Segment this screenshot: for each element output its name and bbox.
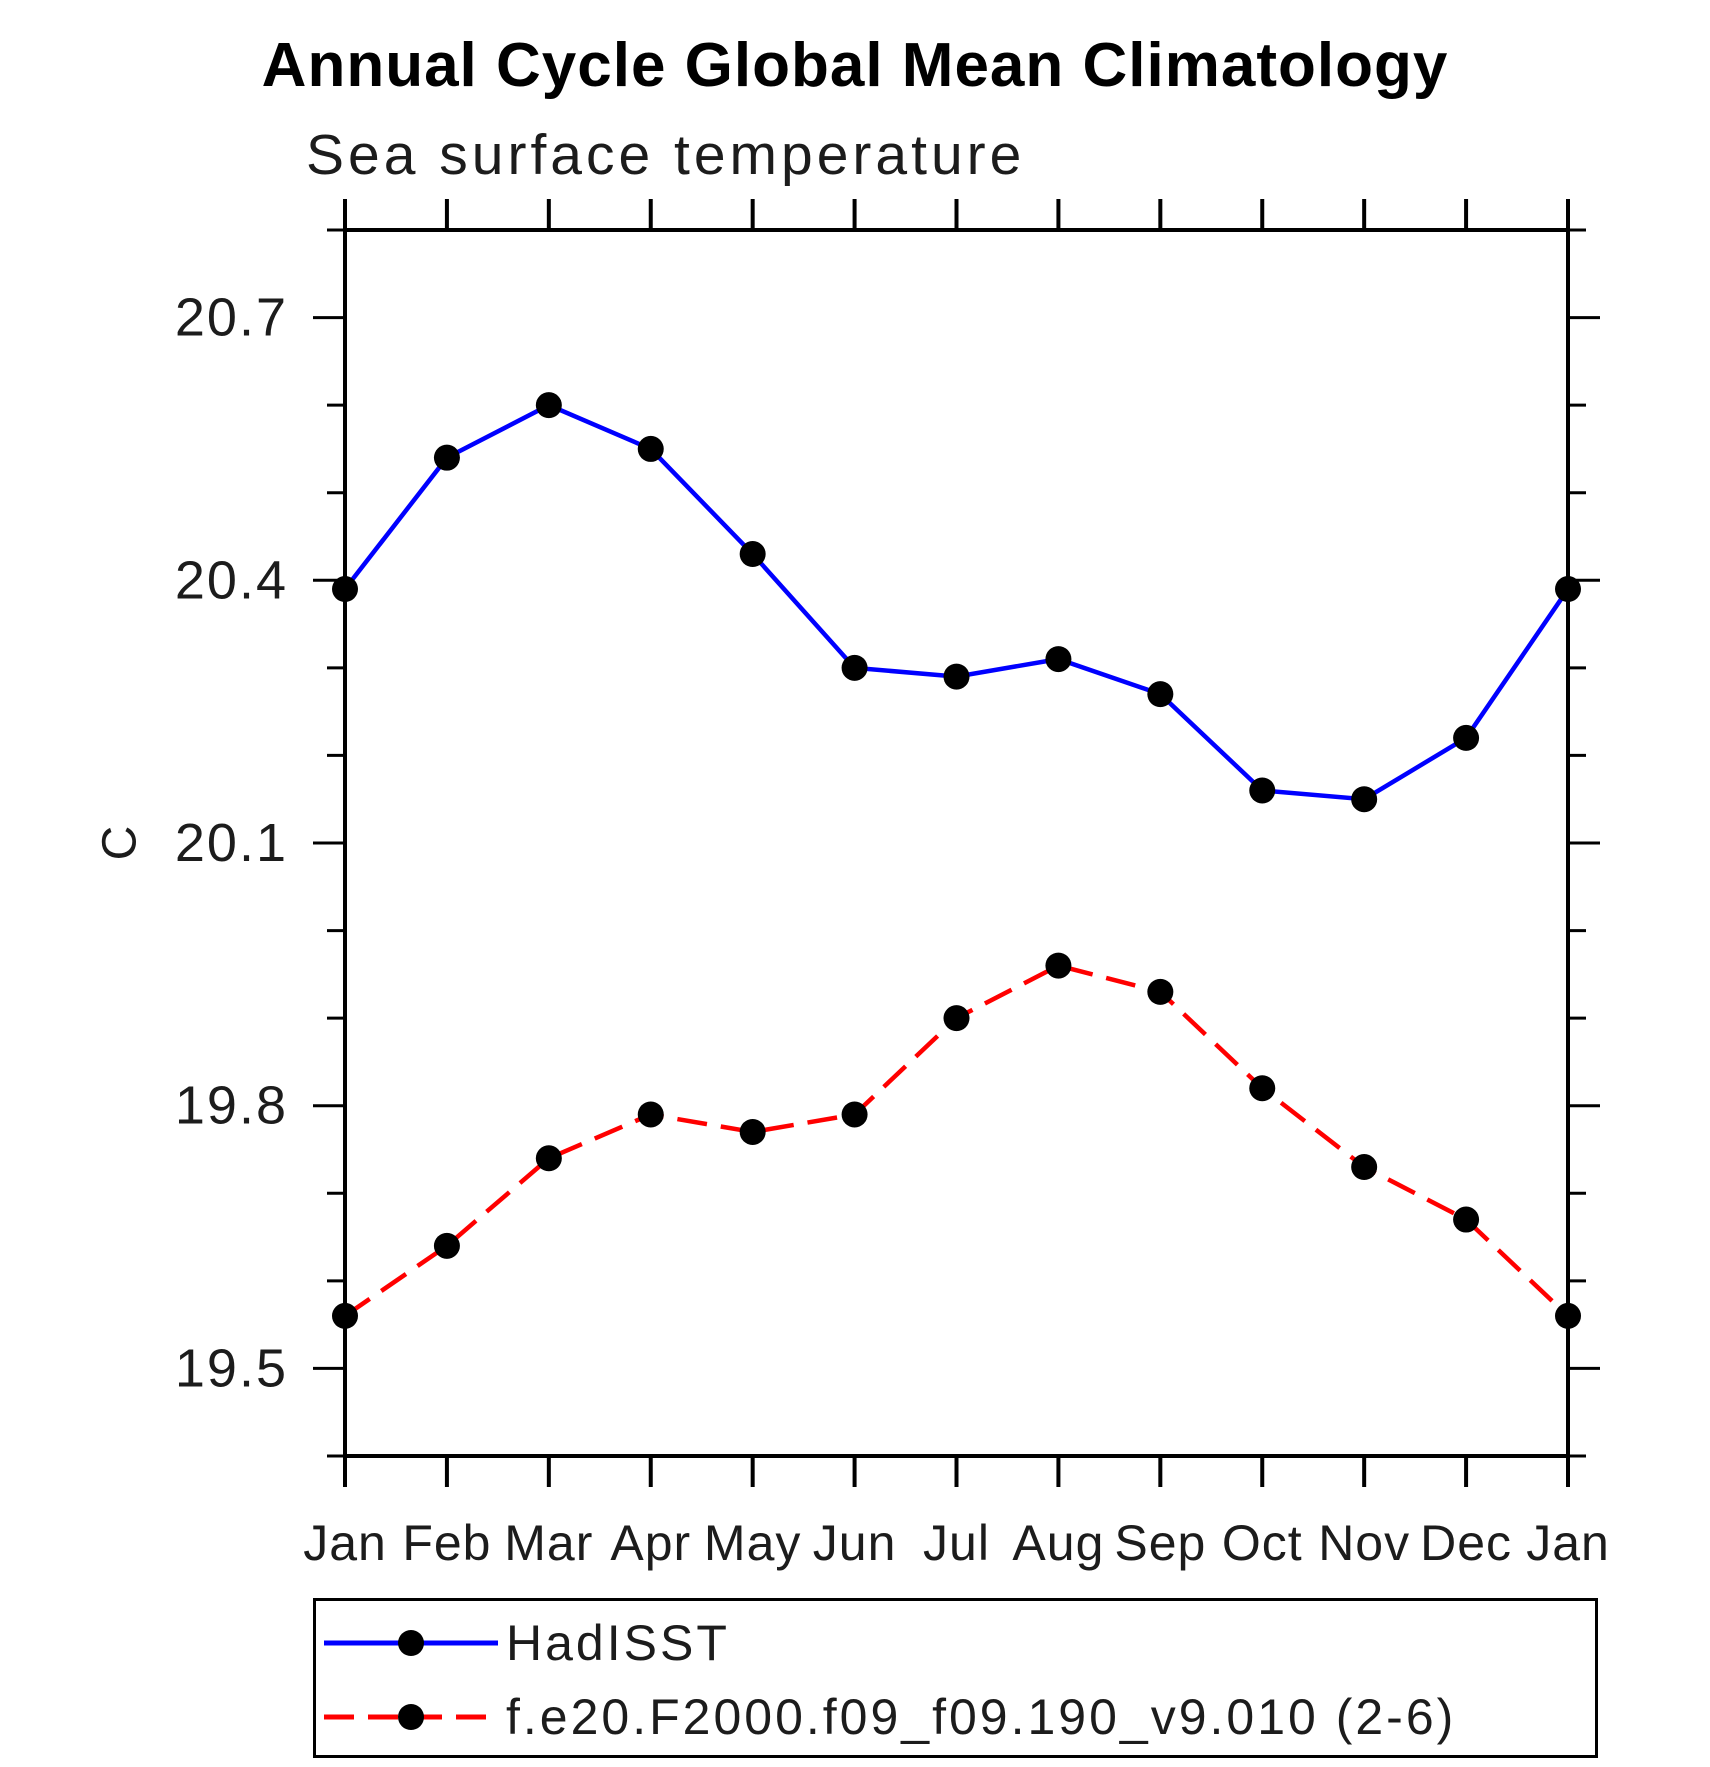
x-tick-label: Nov <box>1318 1515 1410 1571</box>
chart-subtitle: Sea surface temperature <box>306 123 1026 187</box>
data-point-marker <box>1147 978 1174 1005</box>
data-point-marker <box>1555 1302 1581 1329</box>
data-point-marker <box>739 541 766 568</box>
x-tick-label: Feb <box>402 1515 491 1571</box>
data-point-marker <box>535 1145 562 1172</box>
data-point-marker <box>1249 1075 1276 1102</box>
data-point-marker <box>433 1232 460 1259</box>
y-axis-label: C <box>94 826 147 861</box>
data-point-marker <box>739 1118 766 1145</box>
data-point-marker <box>943 1005 970 1032</box>
legend-item-model: f.e20.F2000.f09_f09.190_v9.010 (2-6) <box>320 1689 1457 1745</box>
series-line-0 <box>343 402 1570 802</box>
y-tick-label: 20.7 <box>175 288 288 348</box>
data-point-marker <box>1045 952 1072 979</box>
legend-marker-dot <box>398 1704 424 1730</box>
y-tick-label: 20.1 <box>175 813 288 873</box>
x-tick-label: Jun <box>813 1515 897 1571</box>
x-tick-label: Sep <box>1114 1515 1206 1571</box>
x-tick-label: Jan <box>303 1515 387 1571</box>
legend-swatch-solid-line <box>324 1630 498 1656</box>
data-point-marker <box>943 663 970 690</box>
y-tick-label: 19.5 <box>175 1338 288 1398</box>
x-tick-label: Mar <box>504 1515 593 1571</box>
x-tick-label: Jan <box>1526 1515 1610 1571</box>
data-point-marker <box>1351 1154 1378 1181</box>
data-point-marker <box>841 654 868 681</box>
data-point-marker <box>433 444 460 471</box>
data-point-marker <box>637 435 664 462</box>
data-point-marker <box>1249 777 1276 804</box>
data-point-marker <box>332 576 358 603</box>
data-point-marker <box>1147 681 1174 708</box>
data-point-marker <box>1045 646 1072 673</box>
legend-swatch-dashed-line <box>324 1704 498 1730</box>
legend: HadISST f.e20.F2000.f09_f09.190_v9.010 (… <box>313 1598 1598 1758</box>
x-tick-label: Dec <box>1420 1515 1512 1571</box>
data-point-marker <box>1453 1206 1480 1233</box>
x-tick-label: Jul <box>923 1515 990 1571</box>
x-tick-label: Apr <box>610 1515 691 1571</box>
data-point-marker <box>1351 786 1378 813</box>
data-point-marker <box>841 1101 868 1128</box>
legend-item-hadisst: HadISST <box>320 1615 730 1671</box>
y-tick-label: 19.8 <box>175 1076 288 1136</box>
data-point-marker <box>637 1101 664 1128</box>
data-point-marker <box>535 392 562 419</box>
y-tick-label: 20.4 <box>175 550 288 610</box>
chart-title: Annual Cycle Global Mean Climatology <box>261 31 1449 100</box>
x-tick-label: May <box>704 1515 801 1571</box>
legend-label-model: f.e20.F2000.f09_f09.190_v9.010 (2-6) <box>506 1689 1457 1745</box>
legend-label-hadisst: HadISST <box>506 1615 730 1671</box>
data-point-marker <box>332 1302 358 1329</box>
data-point-marker <box>1453 724 1480 751</box>
x-tick-label: Oct <box>1222 1515 1303 1571</box>
legend-marker-dot <box>398 1630 424 1656</box>
data-point-marker <box>1555 576 1581 603</box>
x-tick-label: Aug <box>1012 1515 1104 1571</box>
